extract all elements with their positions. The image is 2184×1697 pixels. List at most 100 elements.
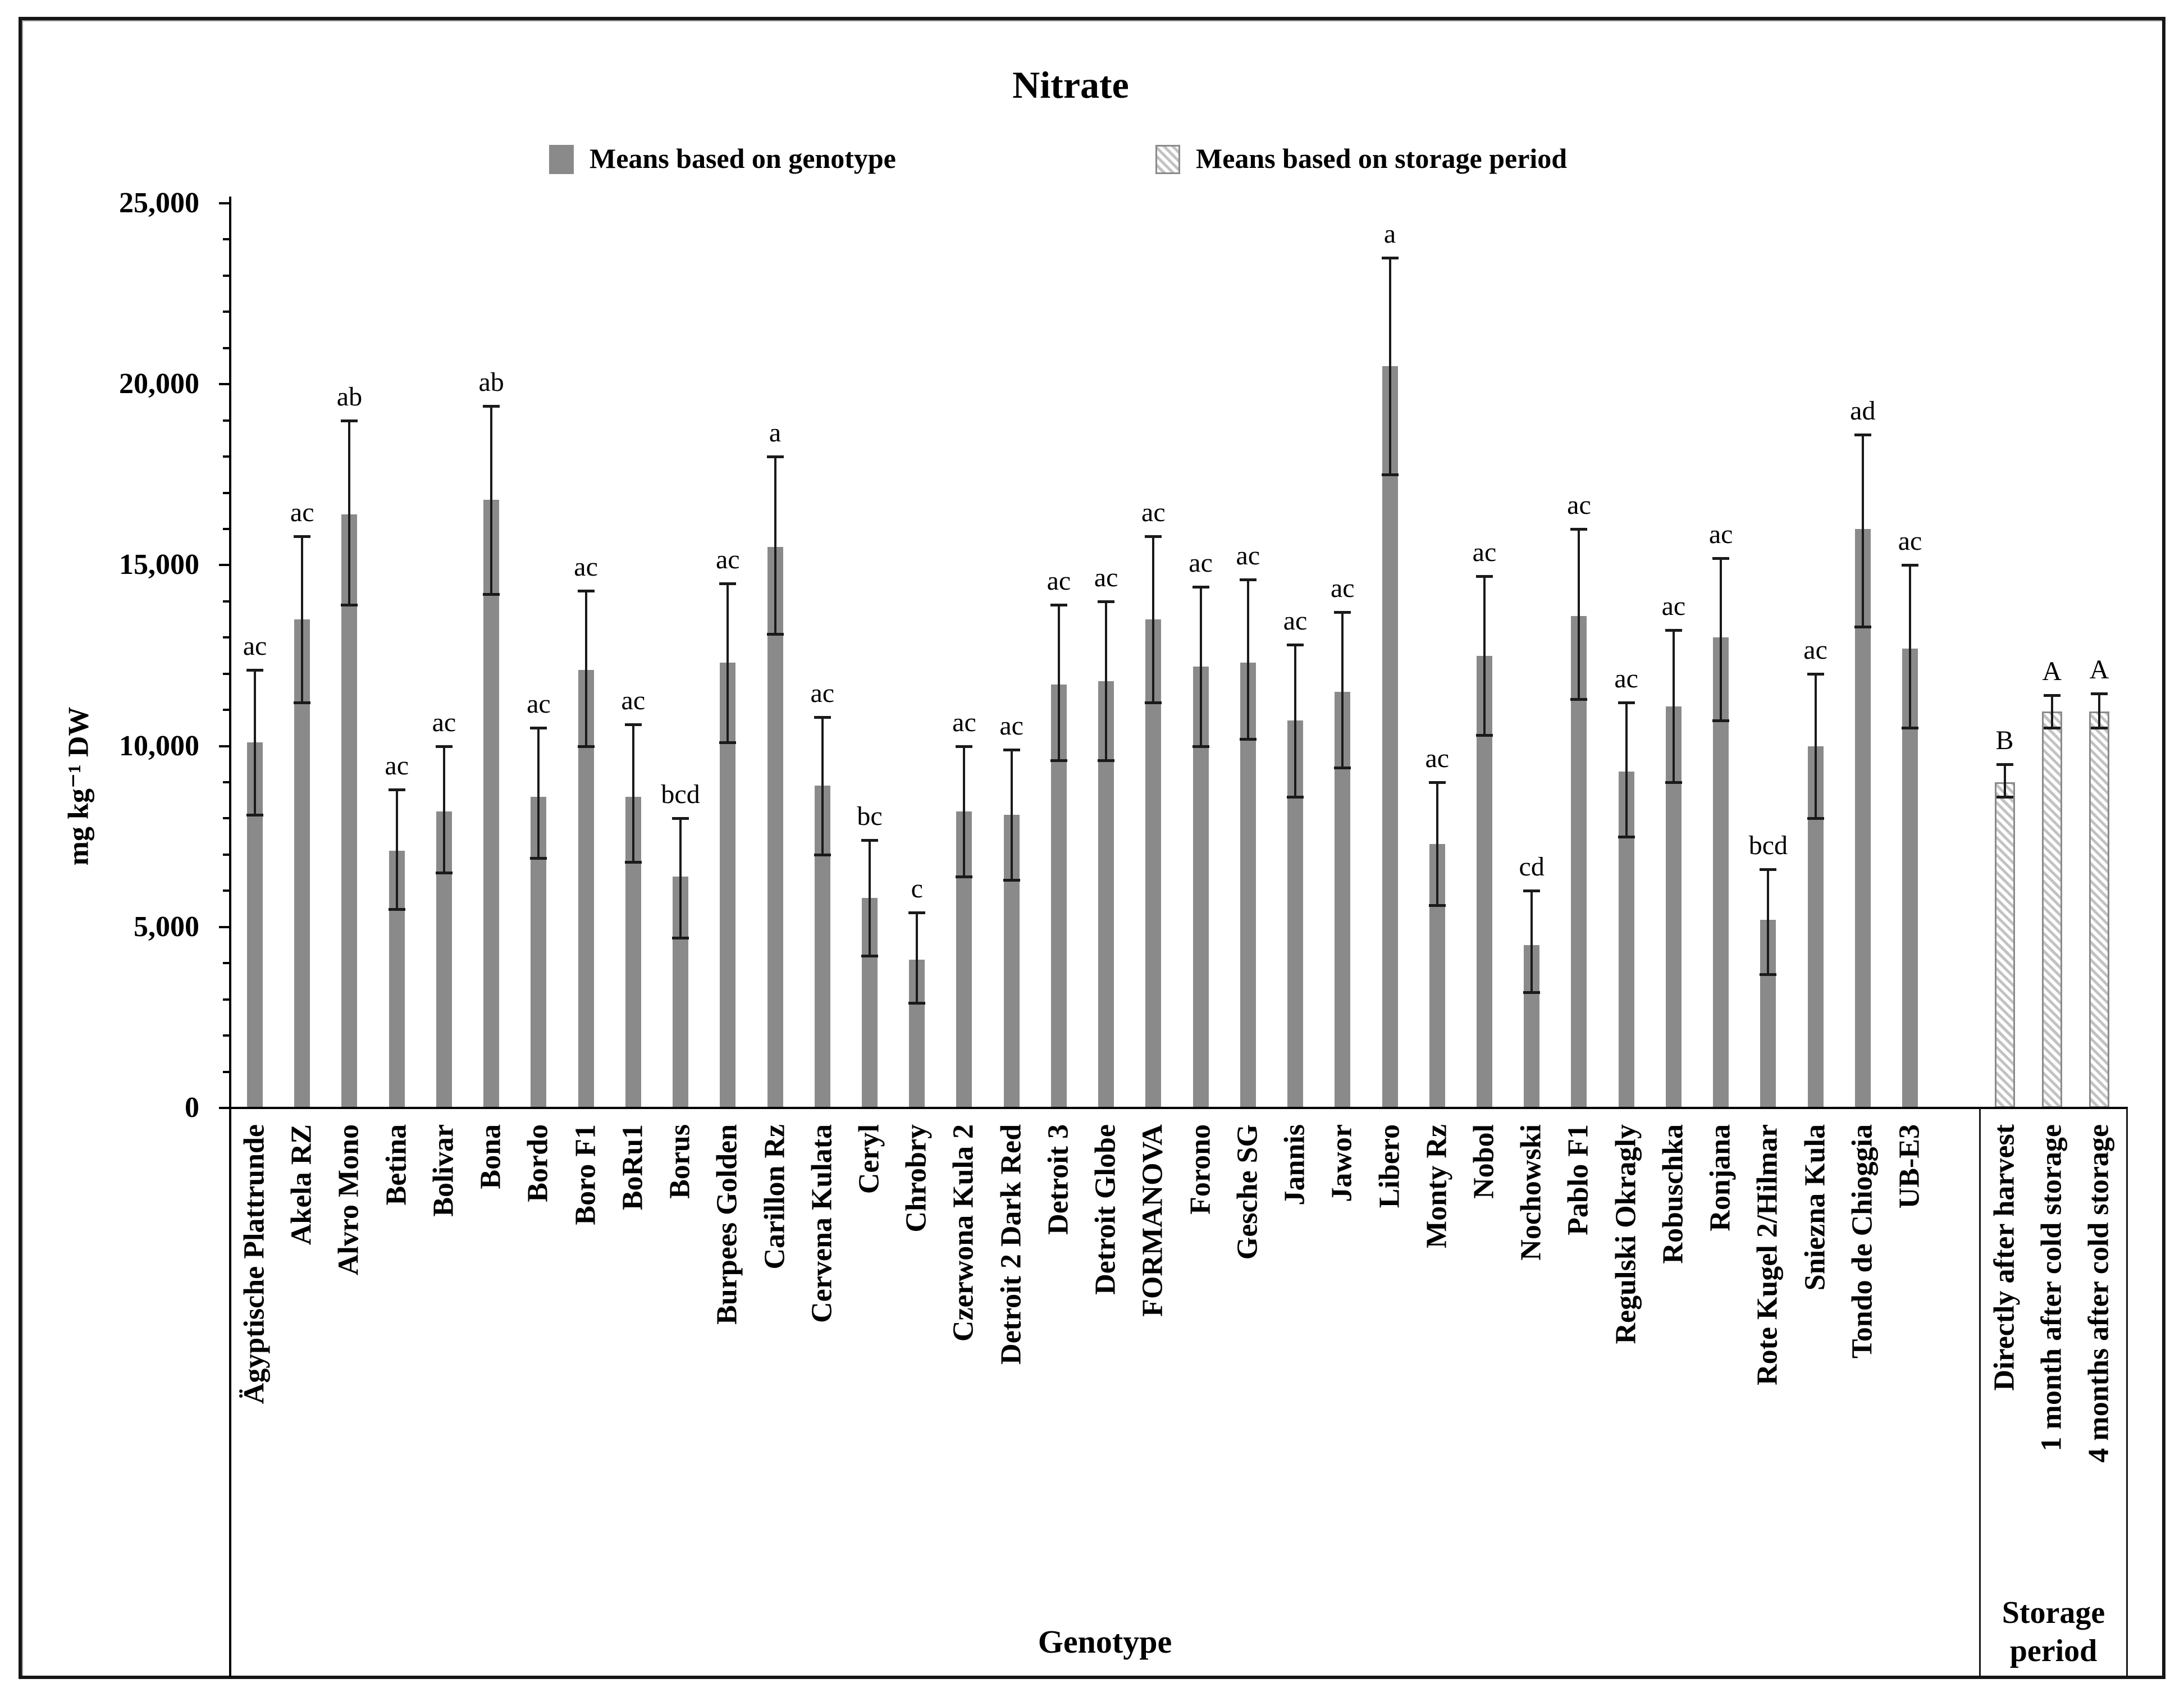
x-tick-label: Regulski Okragly (1610, 1124, 1642, 1344)
bar (2089, 711, 2109, 1108)
bar (483, 500, 500, 1108)
error-bar-cap-top (1996, 763, 2013, 766)
y-minor-tick (223, 527, 230, 530)
x-tick-label: Alvro Mono (333, 1124, 365, 1276)
error-bar-cap-bottom (1665, 781, 1682, 784)
significance-letter: ac (1189, 548, 1213, 578)
significance-letter: ab (478, 367, 504, 397)
error-bar-cap-top (1618, 701, 1635, 705)
error-bar-cap-bottom (1570, 697, 1588, 701)
significance-letter: ac (1283, 606, 1308, 636)
error-bar-line (1767, 869, 1770, 974)
x-tick-label: UB-E3 (1893, 1124, 1926, 1209)
error-bar-cap-top (766, 455, 784, 459)
y-minor-tick (223, 781, 230, 784)
error-bar-line (632, 724, 634, 862)
error-bar-cap-top (1712, 556, 1730, 560)
error-bar-cap-bottom (530, 857, 547, 860)
x-tick-label: Nochowski (1515, 1124, 1547, 1261)
x-tick-label: Bolivar (427, 1124, 460, 1217)
error-bar-cap-bottom (1807, 817, 1824, 820)
error-bar-line (1388, 257, 1391, 475)
error-bar-cap-bottom (246, 814, 263, 817)
error-bar-line (395, 789, 398, 909)
significance-letter: ac (574, 551, 598, 582)
x-tick-label: Robuschka (1657, 1124, 1689, 1264)
significance-letter: ac (1803, 635, 1827, 665)
y-tick-label: 25,000 (119, 187, 199, 219)
y-minor-tick (223, 419, 230, 422)
significance-letter: ac (1236, 541, 1260, 571)
error-bar-line (1530, 891, 1533, 992)
significance-letter: ad (1850, 396, 1876, 426)
error-bar-line (679, 818, 682, 938)
y-tick-label: 15,000 (119, 549, 199, 581)
x-tick-label: Bona (474, 1124, 507, 1189)
x-tick-label: Czerwona Kula 2 (948, 1124, 980, 1342)
error-bar-line (1909, 565, 1912, 728)
error-bar-cap-bottom (1050, 759, 1067, 763)
error-bar-line (1152, 536, 1155, 703)
x-tick-label: Burpees Golden (711, 1124, 743, 1325)
significance-letter: ac (810, 678, 835, 709)
error-bar-cap-bottom (1428, 904, 1446, 907)
x-tick-label: Bordo (522, 1124, 555, 1202)
storage-caption-line1: Storage (2002, 1595, 2105, 1630)
error-bar-cap-top (861, 839, 878, 842)
x-tick-label: Ronjana (1704, 1124, 1737, 1231)
y-minor-tick (223, 274, 230, 277)
y-minor-tick (223, 1070, 230, 1073)
y-major-tick (219, 1107, 230, 1109)
x-tick-label: Libero (1373, 1124, 1406, 1208)
bar (341, 514, 358, 1108)
x-tick-label: Borus (664, 1124, 696, 1199)
significance-letter: ac (243, 631, 267, 662)
significance-letter: ac (1708, 519, 1733, 549)
y-minor-tick (223, 853, 230, 856)
legend-swatch-solid-icon (549, 145, 574, 174)
x-tick-label: Detroit 2 Dark Red (995, 1124, 1027, 1365)
significance-letter: ac (385, 750, 409, 781)
x-axis-caption-storage: Storage period (1980, 1594, 2127, 1670)
error-bar-cap-top (530, 727, 547, 730)
significance-letter: bc (857, 801, 883, 832)
error-bar-cap-top (1050, 604, 1067, 607)
error-bar-cap-bottom (766, 632, 784, 636)
significance-letter: ac (621, 685, 646, 715)
error-bar-cap-bottom (672, 937, 689, 940)
significance-letter: ac (999, 711, 1024, 741)
x-tick-label: Ägyptische Plattrunde (238, 1124, 271, 1404)
error-bar-line (916, 913, 919, 1003)
significance-letter: ac (432, 707, 456, 737)
error-bar-line (1057, 605, 1060, 761)
error-bar-cap-bottom (577, 745, 595, 748)
x-tick-label: Chrobry (900, 1124, 933, 1233)
y-tick-label: 5,000 (134, 910, 199, 943)
chart-title: Nitrate (1012, 63, 1129, 106)
error-bar-line (2003, 764, 2006, 797)
significance-letter: ac (1898, 526, 1922, 556)
error-bar-line (301, 536, 304, 703)
error-bar-cap-bottom (814, 853, 831, 856)
significance-letter: cd (1519, 852, 1545, 882)
y-major-tick (219, 564, 230, 567)
error-bar-cap-bottom (1760, 973, 1777, 976)
x-tick-label: 4 months after cold storage (2082, 1124, 2115, 1463)
significance-letter: ac (527, 689, 551, 719)
error-bar-line (727, 583, 729, 743)
x-tick-label: Akela RZ (285, 1124, 318, 1246)
x-tick-label: Cervena Kulata (806, 1124, 838, 1323)
y-tick-label: 10,000 (119, 729, 199, 762)
error-bar-cap-bottom (956, 875, 973, 878)
error-bar-line (1105, 601, 1108, 761)
x-tick-label: Sniezna Kula (1799, 1124, 1831, 1291)
error-bar-line (2050, 695, 2053, 728)
error-bar-line (963, 746, 966, 877)
error-bar-cap-bottom (1523, 991, 1541, 994)
y-tick-label: 0 (185, 1092, 199, 1124)
error-bar-line (1861, 435, 1864, 627)
error-bar-cap-top (1902, 564, 1919, 567)
error-bar-cap-bottom (1854, 625, 1871, 628)
error-bar-line (1578, 528, 1580, 699)
